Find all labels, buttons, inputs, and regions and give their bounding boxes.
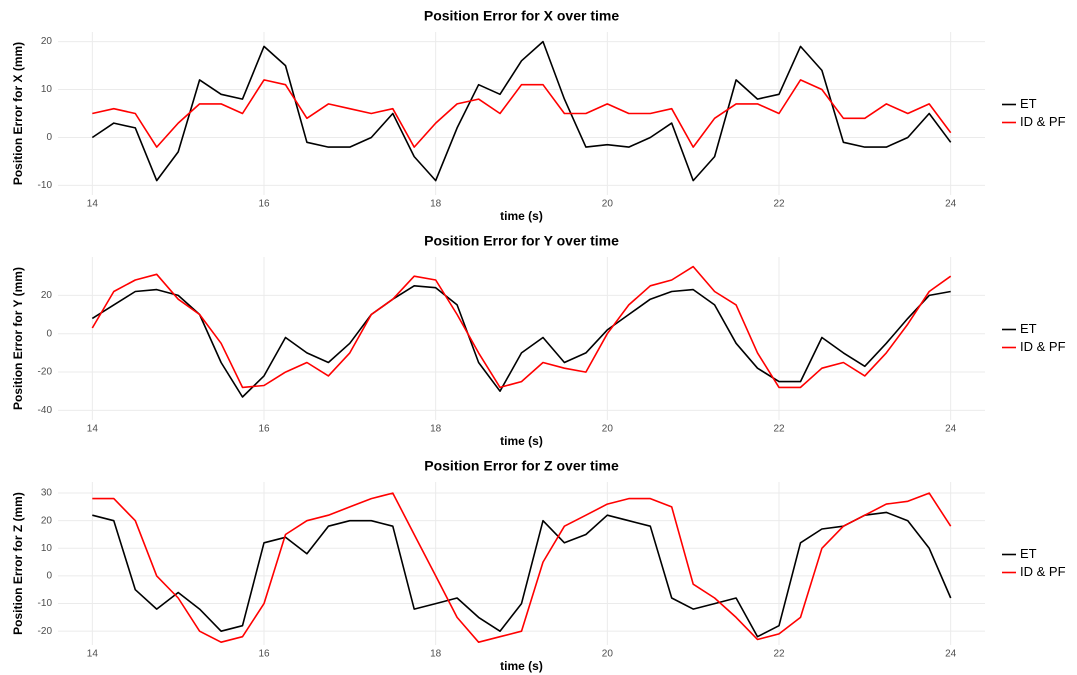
y-tick-label: -10 [38,598,53,609]
chart-title: Position Error for X over time [424,8,619,24]
data-line [91,265,952,389]
legend-label: ID & PF [1020,564,1066,579]
x-tick-label: 22 [773,424,785,435]
legend-label: ET [1020,96,1037,111]
y-axis-label: Position Error for X (mm) [11,42,25,185]
y-tick-label: 0 [46,132,52,143]
data-line [91,40,952,182]
data-line [91,285,951,398]
y-tick-label: 0 [46,571,52,582]
y-tick-label: -20 [38,626,53,637]
y-axis-label: Position Error for Y (mm) [11,267,25,410]
x-tick-label: 20 [602,424,614,435]
y-tick-label: -20 [38,367,53,378]
y-tick-label: 20 [41,515,53,526]
x-tick-label: 14 [87,649,99,660]
y-tick-label: 10 [41,84,53,95]
y-tick-label: -10 [38,180,53,191]
x-tick-label: 24 [945,199,957,210]
chart-title: Position Error for Y over time [424,233,619,249]
y-tick-label: 20 [41,36,53,47]
x-axis-label: time (s) [500,434,543,448]
data-line [92,511,952,638]
x-tick-label: 16 [258,199,270,210]
y-tick-label: 10 [41,543,53,554]
x-axis-label: time (s) [500,659,543,673]
y-tick-label: 20 [41,290,53,301]
legend-label: ID & PF [1020,114,1066,129]
x-tick-label: 24 [945,649,957,660]
x-tick-label: 20 [602,199,614,210]
x-axis-label: time (s) [500,209,543,223]
legend-label: ID & PF [1020,339,1066,354]
x-tick-label: 16 [258,424,270,435]
x-tick-label: 18 [430,424,442,435]
chart-title: Position Error for Z over time [424,458,619,474]
x-tick-label: 16 [258,649,270,660]
legend-label: ET [1020,321,1037,336]
y-tick-label: 30 [41,488,53,499]
y-axis-label: Position Error for Z (mm) [11,492,25,635]
x-tick-label: 14 [87,199,99,210]
x-tick-label: 22 [773,199,785,210]
x-tick-label: 22 [773,649,785,660]
data-line [92,492,952,643]
data-line [92,79,952,148]
x-tick-label: 14 [87,424,99,435]
x-tick-label: 24 [945,424,957,435]
x-tick-label: 18 [430,199,442,210]
legend-label: ET [1020,546,1037,561]
x-tick-label: 20 [602,649,614,660]
y-tick-label: 0 [46,328,52,339]
x-tick-label: 18 [430,649,442,660]
y-tick-label: -40 [38,405,53,416]
